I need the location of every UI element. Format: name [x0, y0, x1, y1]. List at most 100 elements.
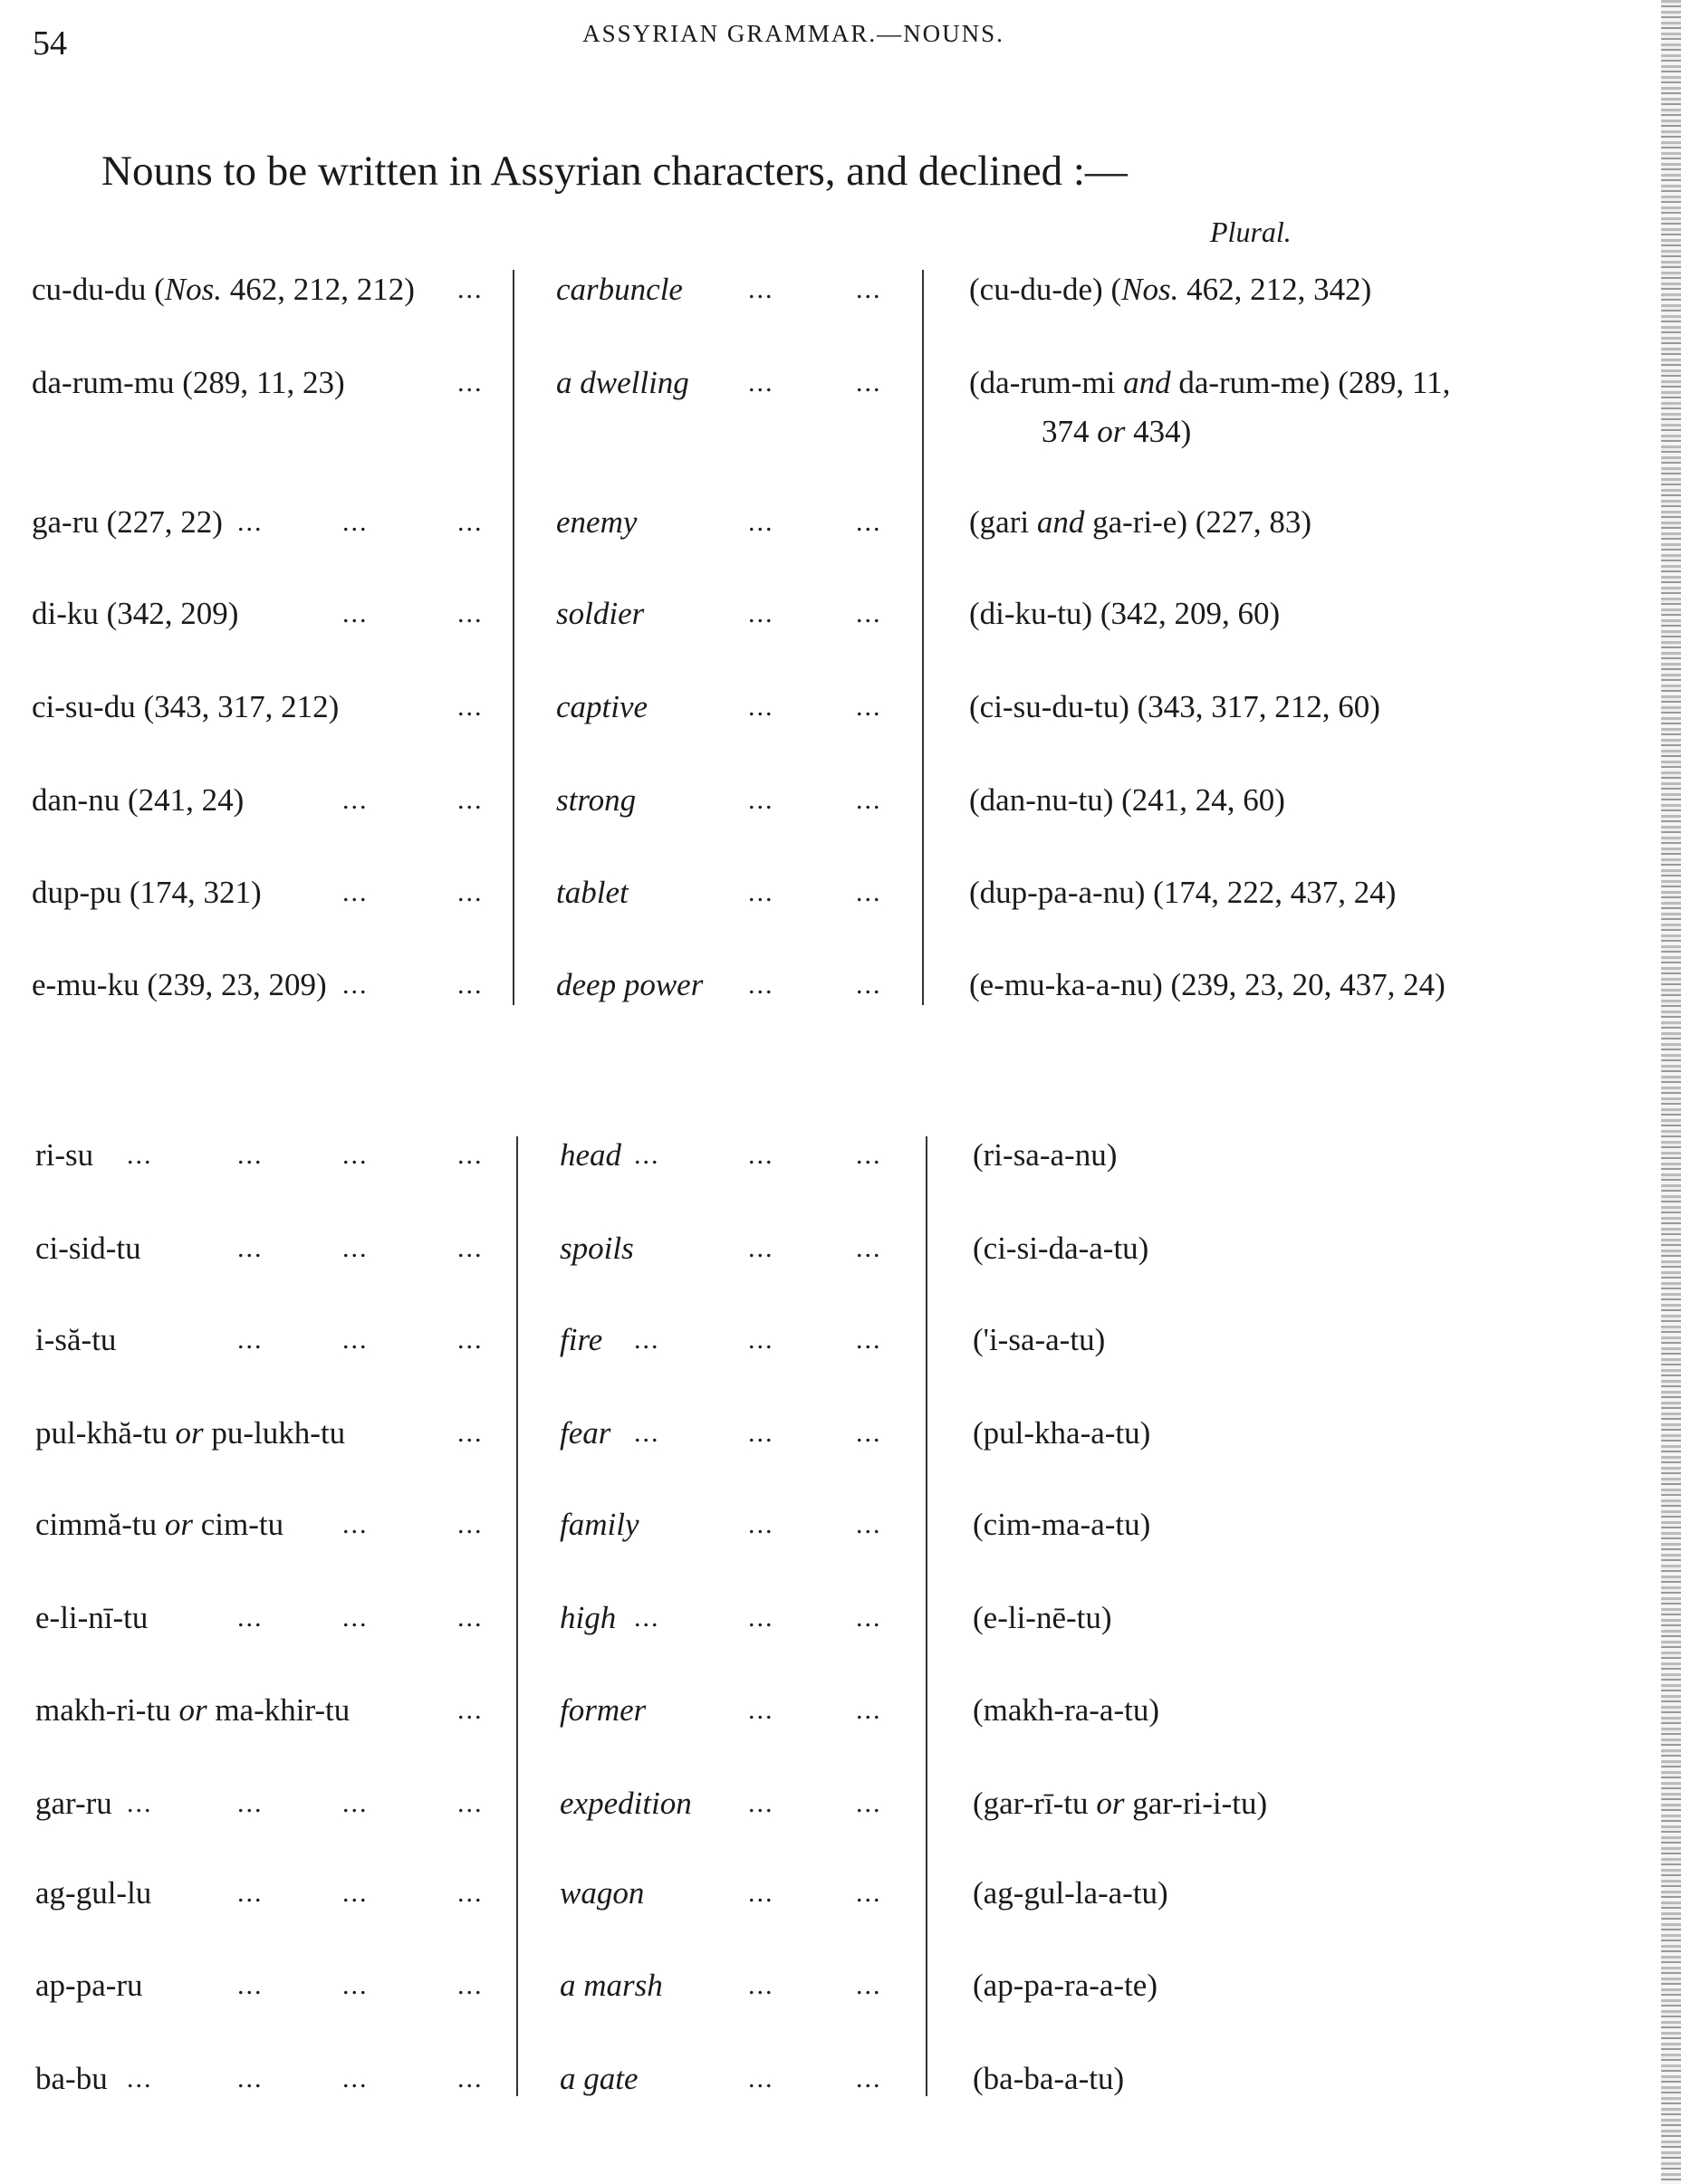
plural-form: ('i-sa-a-tu): [973, 1322, 1105, 1358]
meaning: a gate: [560, 2061, 639, 2097]
text: (dan-nu-tu) (241, 24, 60): [969, 782, 1285, 818]
dot-leader: ...: [748, 274, 774, 304]
dot-leader: ...: [457, 692, 484, 722]
dot-leader: ...: [748, 970, 774, 1000]
meaning: tablet: [556, 875, 629, 911]
dot-leader: ...: [237, 1140, 264, 1170]
italic-text: strong: [556, 782, 637, 818]
plural-form-continued: 374 or 434): [1042, 414, 1191, 450]
dot-leader: ...: [237, 1233, 264, 1263]
text: di-ku (342, 209): [32, 596, 239, 631]
meaning: strong: [556, 782, 636, 819]
dot-leader: ...: [127, 1788, 153, 1818]
singular-form: dup-pu (174, 321): [32, 875, 262, 911]
dot-leader: ...: [342, 1140, 369, 1170]
dot-leader: ...: [634, 1603, 660, 1633]
text: cim-tu: [193, 1507, 284, 1542]
singular-form: ci-sid-tu: [35, 1231, 141, 1267]
text: e-mu-ku (239, 23, 209): [32, 967, 327, 1002]
dot-leader: ...: [856, 1788, 882, 1818]
dot-leader: ...: [342, 1970, 369, 2000]
plural-form: (gari and ga-ri-e) (227, 83): [969, 504, 1311, 541]
dot-leader: ...: [237, 1603, 264, 1633]
italic-text: or: [178, 1692, 207, 1728]
dot-leader: ...: [748, 1603, 774, 1633]
text: (ci-si-da-a-tu): [973, 1231, 1149, 1266]
page-number: 54: [33, 24, 67, 62]
italic-text: high: [560, 1600, 617, 1635]
dot-leader: ...: [856, 1970, 882, 2000]
dot-leader: ...: [748, 877, 774, 907]
meaning: captive: [556, 689, 648, 725]
singular-form: dan-nu (241, 24): [32, 782, 244, 819]
text: (dup-pa-a-nu) (174, 222, 437, 24): [969, 875, 1397, 910]
column-divider: [513, 270, 514, 1005]
dot-leader: ...: [237, 2064, 264, 2093]
text: (ri-sa-a-nu): [973, 1137, 1118, 1173]
text: (pul-kha-a-tu): [973, 1415, 1151, 1451]
meaning: fear: [560, 1415, 610, 1451]
meaning: a dwelling: [556, 365, 689, 401]
plural-form: (gar-rī-tu or gar-ri-i-tu): [973, 1786, 1267, 1822]
italic-text: a gate: [560, 2061, 639, 2096]
singular-form: ag-gul-lu: [35, 1875, 151, 1911]
dot-leader: ...: [457, 1325, 484, 1355]
dot-leader: ...: [457, 1140, 484, 1170]
text: ga-ru (227, 22): [32, 504, 223, 540]
meaning: enemy: [556, 504, 637, 541]
scanned-page-edge: [1661, 0, 1681, 2184]
dot-leader: ...: [748, 599, 774, 628]
italic-text: tablet: [556, 875, 629, 910]
text: (ba-ba-a-tu): [973, 2061, 1125, 2096]
italic-text: or: [164, 1507, 193, 1542]
italic-text: and: [1036, 504, 1085, 540]
text: ga-ri-e) (227, 83): [1084, 504, 1312, 540]
singular-form: makh-ri-tu or ma-khir-tu: [35, 1692, 350, 1729]
dot-leader: ...: [237, 1788, 264, 1818]
dot-leader: ...: [342, 1603, 369, 1633]
italic-text: Nos.: [164, 272, 222, 307]
dot-leader: ...: [748, 1418, 774, 1448]
italic-text: former: [560, 1692, 647, 1728]
dot-leader: ...: [748, 785, 774, 815]
text: ci-sid-tu: [35, 1231, 141, 1266]
italic-text: fear: [560, 1415, 611, 1451]
singular-form: e-li-nī-tu: [35, 1600, 148, 1636]
text: (gar-rī-tu: [973, 1786, 1097, 1821]
singular-form: da-rum-mu (289, 11, 23): [32, 365, 345, 401]
text: (cim-ma-a-tu): [973, 1507, 1151, 1542]
singular-form: cimmă-tu or cim-tu: [35, 1507, 283, 1543]
italic-text: or: [175, 1415, 204, 1451]
meaning: soldier: [556, 596, 644, 632]
dot-leader: ...: [237, 507, 264, 537]
plural-form: (makh-ra-a-tu): [973, 1692, 1159, 1729]
dot-leader: ...: [342, 2064, 369, 2093]
column-divider: [926, 1136, 927, 2096]
dot-leader: ...: [457, 1970, 484, 2000]
text: ba-bu: [35, 2061, 108, 2096]
plural-form: (dan-nu-tu) (241, 24, 60): [969, 782, 1285, 819]
dot-leader: ...: [457, 877, 484, 907]
text: (e-mu-ka-a-nu) (239, 23, 20, 437, 24): [969, 967, 1446, 1002]
text: (ap-pa-ra-a-te): [973, 1968, 1157, 2003]
dot-leader: ...: [748, 507, 774, 537]
text: 462, 212, 342): [1178, 272, 1372, 307]
plural-form: (ag-gul-la-a-tu): [973, 1875, 1168, 1911]
dot-leader: ...: [457, 1788, 484, 1818]
singular-form: pul-khă-tu or pu-lukh-tu: [35, 1415, 345, 1451]
text: 434): [1125, 414, 1192, 449]
text: (di-ku-tu) (342, 209, 60): [969, 596, 1281, 631]
meaning: fire: [560, 1322, 602, 1358]
plural-form: (e-li-nē-tu): [973, 1600, 1112, 1636]
italic-text: soldier: [556, 596, 645, 631]
dot-leader: ...: [237, 1878, 264, 1908]
dot-leader: ...: [856, 1140, 882, 1170]
dot-leader: ...: [342, 1325, 369, 1355]
dot-leader: ...: [634, 1418, 660, 1448]
meaning: a marsh: [560, 1968, 663, 2004]
dot-leader: ...: [856, 599, 882, 628]
text: dan-nu (241, 24): [32, 782, 245, 818]
text: (ci-su-du-tu) (343, 317, 212, 60): [969, 689, 1380, 724]
meaning: head: [560, 1137, 621, 1173]
singular-form: ap-pa-ru: [35, 1968, 143, 2004]
